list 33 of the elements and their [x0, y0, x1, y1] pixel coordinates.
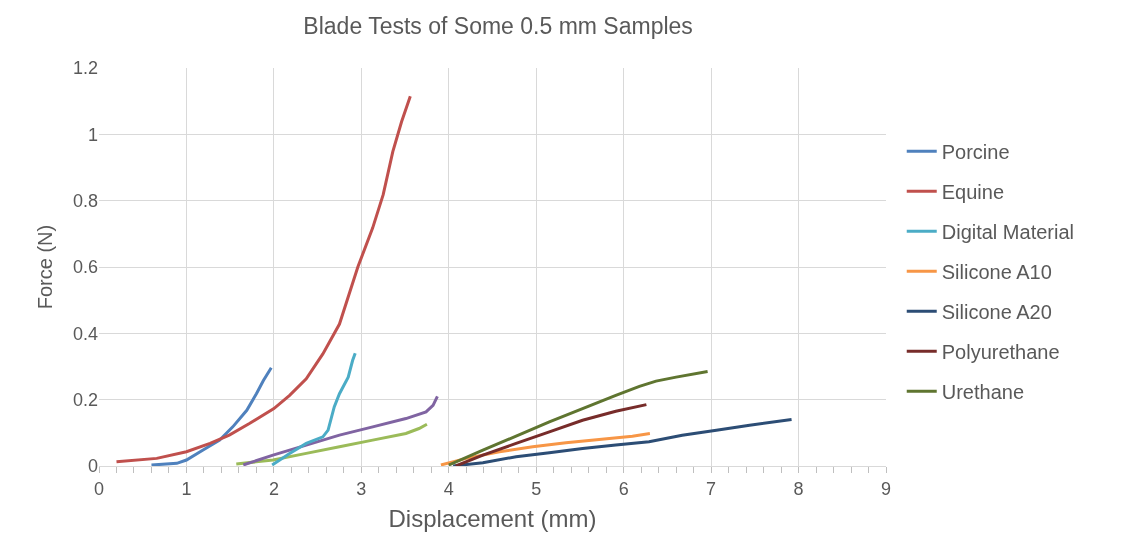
legend-label: Porcine — [941, 140, 1010, 163]
legend-label: Digital Material — [941, 220, 1075, 243]
line-series — [241, 394, 439, 466]
y-tick-label: 0.8 — [72, 190, 98, 211]
x-tick-label: 2 — [268, 478, 279, 499]
chart-title: Blade Tests of Some 0.5 mm Samples — [303, 13, 693, 40]
x-tick-label: 4 — [443, 478, 454, 499]
x-axis-title: Displacement (mm) — [388, 504, 597, 532]
line-series — [149, 366, 273, 466]
x-tick-label: 8 — [793, 478, 804, 499]
legend-label: Polyurethane — [941, 340, 1060, 363]
legend-label: Silicone A10 — [941, 260, 1052, 283]
y-axis-title: Force (N) — [34, 224, 57, 310]
legend-label: Equine — [941, 180, 1005, 203]
line-series — [114, 94, 412, 464]
line-series — [451, 418, 794, 466]
y-tick-label: 1.2 — [72, 58, 98, 79]
legend-label: Silicone A20 — [941, 300, 1052, 323]
line-series — [270, 351, 357, 466]
legend-label: Urethane — [941, 380, 1025, 403]
y-tick-label: 0 — [87, 456, 98, 477]
x-tick-label: 7 — [706, 478, 717, 499]
y-tick-label: 0.4 — [72, 323, 98, 344]
y-tick-label: 0.2 — [72, 389, 98, 410]
x-tick-label: 3 — [356, 478, 367, 499]
y-tick-label: 1 — [87, 124, 98, 145]
y-tick-label: 0.6 — [72, 257, 98, 278]
line-series — [447, 369, 710, 466]
x-tick-label: 1 — [181, 478, 192, 499]
x-tick-label: 6 — [618, 478, 629, 499]
line-series — [454, 403, 648, 466]
x-tick-label: 9 — [880, 478, 892, 499]
x-tick-label: 5 — [531, 478, 542, 499]
